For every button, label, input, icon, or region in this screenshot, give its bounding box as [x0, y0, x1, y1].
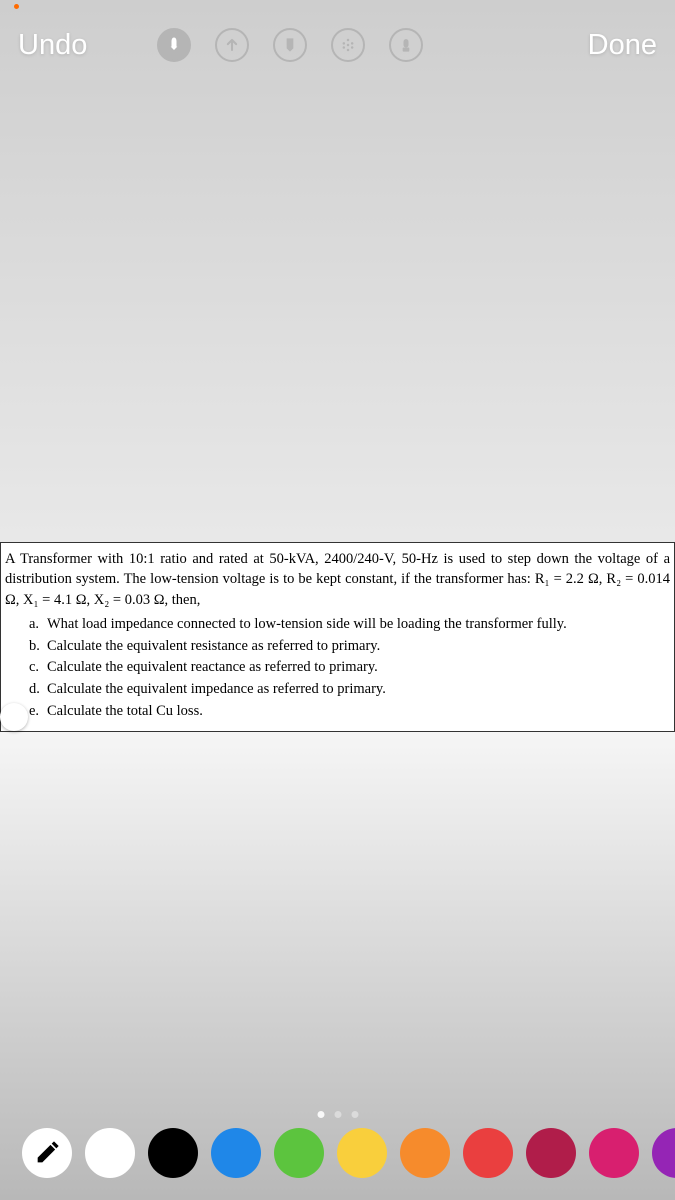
color-swatch-black[interactable]: [148, 1128, 198, 1178]
status-dot-1: [14, 4, 19, 9]
item-text: Calculate the equivalent reactance as re…: [47, 659, 378, 675]
eraser-tool-icon[interactable]: [389, 28, 423, 62]
color-swatch-yellow[interactable]: [337, 1128, 387, 1178]
item-text: What load impedance connected to low-ten…: [47, 616, 567, 632]
marker-tool-icon[interactable]: [157, 28, 191, 62]
color-swatch-purple[interactable]: [652, 1128, 675, 1178]
item-marker: e.: [29, 701, 39, 723]
list-item: c. Calculate the equivalent reactance as …: [29, 657, 670, 679]
item-marker: d.: [29, 679, 40, 701]
list-item: e. Calculate the total Cu loss.: [29, 701, 670, 723]
item-text: Calculate the total Cu loss.: [47, 703, 203, 719]
status-indicator: [14, 4, 19, 9]
problem-list: a. What load impedance connected to low-t…: [5, 614, 670, 723]
tool-icons-row: [157, 28, 423, 62]
list-item: d. Calculate the equivalent impedance as …: [29, 679, 670, 701]
item-marker: a.: [29, 614, 39, 636]
color-swatch-red[interactable]: [463, 1128, 513, 1178]
page-dot[interactable]: [351, 1111, 358, 1118]
highlighter-tool-icon[interactable]: [273, 28, 307, 62]
undo-button[interactable]: Undo: [18, 29, 87, 62]
brush-size-slider-knob[interactable]: [0, 703, 28, 731]
color-palette: [0, 1128, 675, 1178]
item-marker: b.: [29, 636, 40, 658]
color-swatch-dark-red[interactable]: [526, 1128, 576, 1178]
problem-intro-text: A Transformer with 10:1 ratio and rated …: [5, 549, 670, 610]
page-indicator: [317, 1111, 358, 1118]
list-item: a. What load impedance connected to low-t…: [29, 614, 670, 636]
problem-content: A Transformer with 10:1 ratio and rated …: [0, 542, 675, 732]
item-text: Calculate the equivalent resistance as r…: [47, 638, 380, 654]
page-dot[interactable]: [317, 1111, 324, 1118]
arrow-tool-icon[interactable]: [215, 28, 249, 62]
color-swatch-green[interactable]: [274, 1128, 324, 1178]
color-swatch-magenta[interactable]: [589, 1128, 639, 1178]
list-item: b. Calculate the equivalent resistance as…: [29, 636, 670, 658]
page-dot[interactable]: [334, 1111, 341, 1118]
item-text: Calculate the equivalent impedance as re…: [47, 681, 386, 697]
eyedropper-tool[interactable]: [22, 1128, 72, 1178]
color-swatch-blue[interactable]: [211, 1128, 261, 1178]
item-marker: c.: [29, 657, 39, 679]
editor-header: Undo Done: [0, 20, 675, 70]
color-swatch-orange[interactable]: [400, 1128, 450, 1178]
dotted-tool-icon[interactable]: [331, 28, 365, 62]
done-button[interactable]: Done: [588, 29, 657, 62]
color-swatch-white[interactable]: [85, 1128, 135, 1178]
